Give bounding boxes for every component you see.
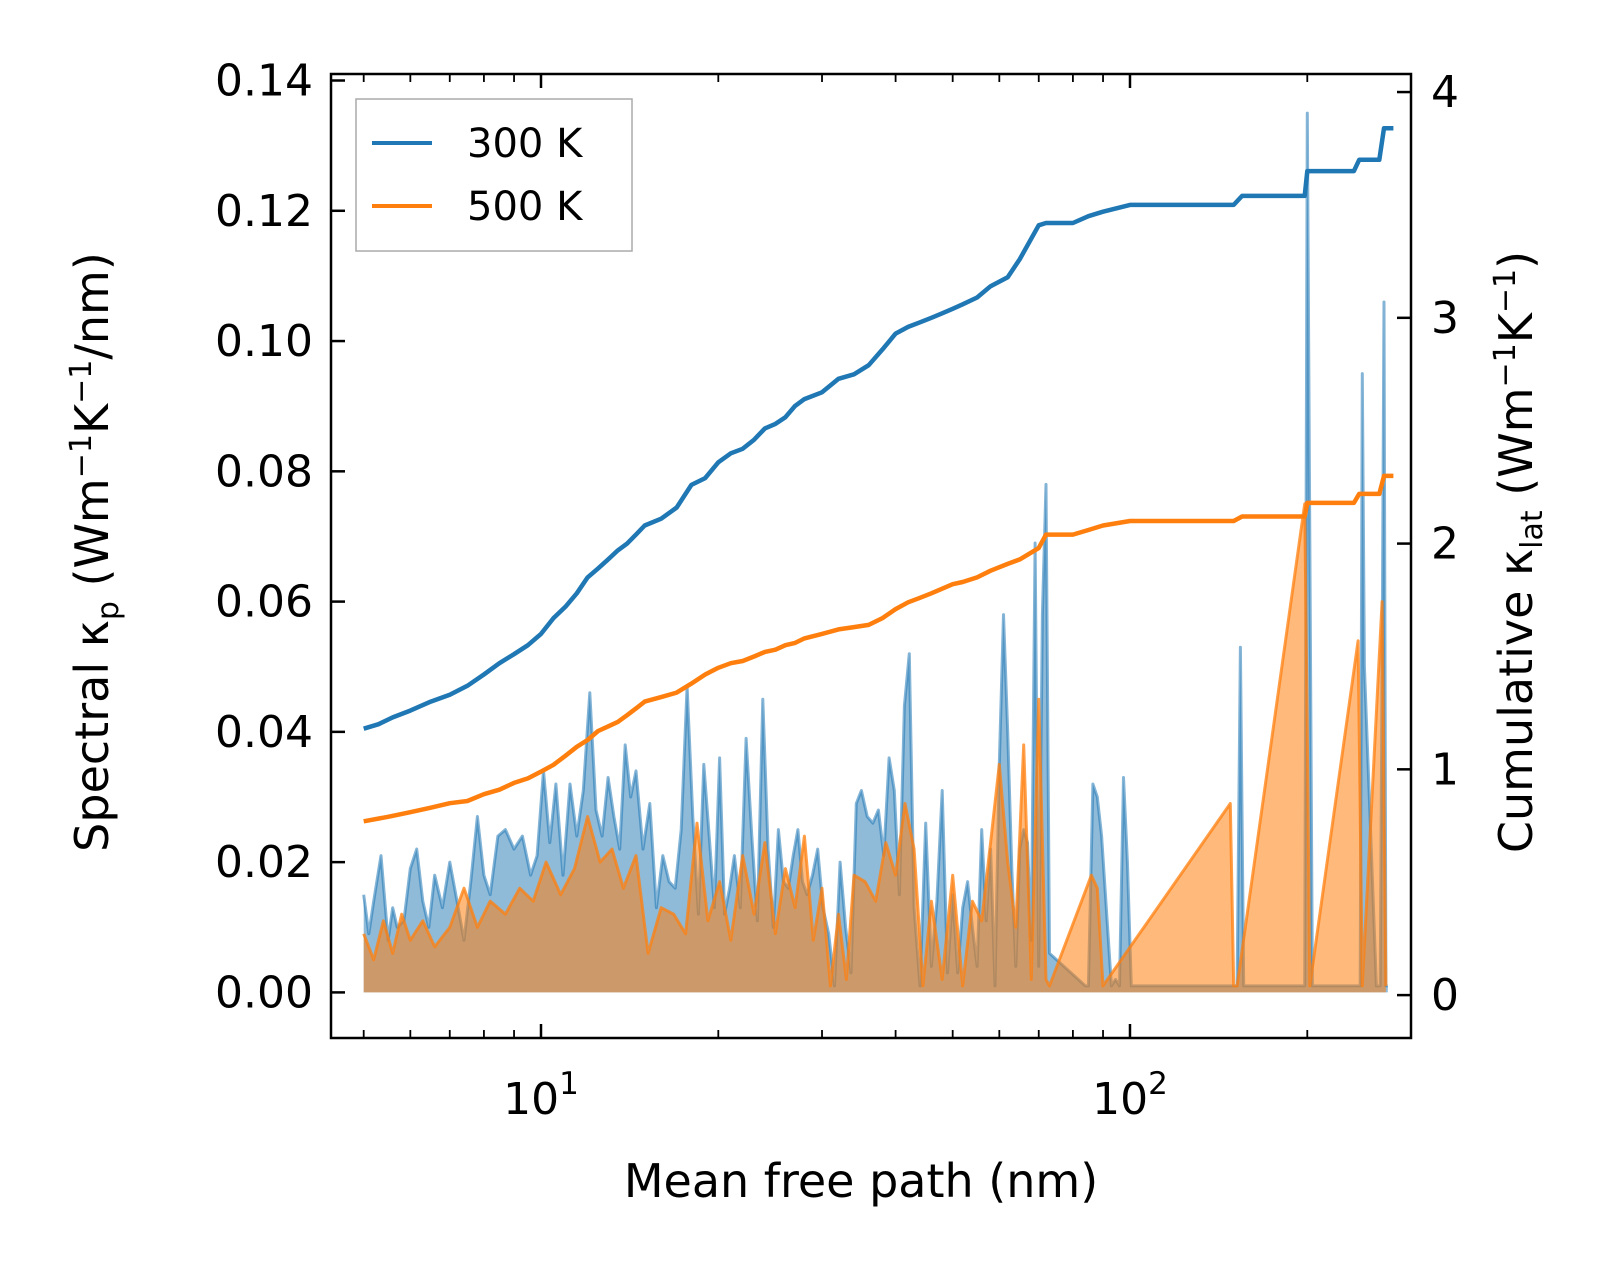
y-right-tick-label: 3 [1431,293,1459,344]
y-left-tick-label: 0.00 [215,967,313,1018]
x-tick-label-base: 10 [503,1074,559,1125]
x-tick-label-exponent: 1 [559,1066,579,1102]
y-right-title-post: (Wm [1489,387,1543,510]
x-axis-title: Mean free path (nm) [624,1154,1098,1208]
y-axis-left-title: Spectral κp (Wm−1K−1/nm) [64,252,126,852]
legend-label-300k: 300 K [467,121,584,167]
y-left-tick-label: 0.14 [215,56,313,107]
y-left-title-post: (Wm [65,478,119,601]
cumulative-line-500k [363,473,1394,824]
cumulative-layer [363,125,1394,824]
y-axis-right-title: Cumulative κlat (Wm−1K−1) [1488,251,1550,853]
y-right-title-pre: Cumulative κ [1489,549,1543,853]
y-left-tick-label: 0.08 [215,446,313,497]
x-tick-label-base: 10 [1092,1074,1148,1125]
x-tick-label: 101 [503,1066,579,1125]
y-right-title-sub: lat [1515,510,1550,549]
legend: 300 K 500 K [355,98,633,252]
x-tick-label: 102 [1092,1066,1168,1125]
spectral-line-300k [362,111,1388,988]
axes-layer [329,72,1413,1040]
y-left-tick-label: 0.10 [215,316,313,367]
y-right-tick-label: 1 [1431,744,1459,795]
x-tick-label-exponent: 2 [1148,1066,1168,1102]
y-right-title-end: ) [1489,251,1543,269]
y-left-tick-label: 0.02 [215,837,313,888]
y-right-title-sup2: −1 [1488,269,1523,313]
ticks-layer: 0.000.020.040.060.080.100.120.1401234101… [215,56,1459,1125]
legend-label-500k: 500 K [467,184,584,230]
spectral-area-500k [363,503,1386,993]
spectral-layer [362,111,1388,993]
y-left-tick-label: 0.06 [215,577,313,628]
y-left-title-sup1: −1 [64,434,99,478]
y-left-title-pre: Spectral κ [65,620,119,852]
y-right-tick-label: 0 [1431,970,1459,1021]
cumulative-line-300k [363,125,1394,731]
y-right-tick-label: 4 [1431,67,1459,118]
y-left-tick-label: 0.12 [215,186,313,237]
y-right-tick-label: 2 [1431,519,1459,570]
spectral-line-500k [362,502,1388,988]
y-left-tick-label: 0.04 [215,707,313,758]
y-left-title-mid: K [65,402,119,434]
y-left-title-end: /nm) [65,252,119,359]
plot-frame [329,72,1413,1040]
y-right-title-mid: K [1489,311,1543,343]
legend-frame [355,98,633,252]
y-left-title-sup2: −1 [64,360,99,404]
y-right-title-sup1: −1 [1488,343,1523,387]
y-left-title-sub: p [91,601,126,620]
